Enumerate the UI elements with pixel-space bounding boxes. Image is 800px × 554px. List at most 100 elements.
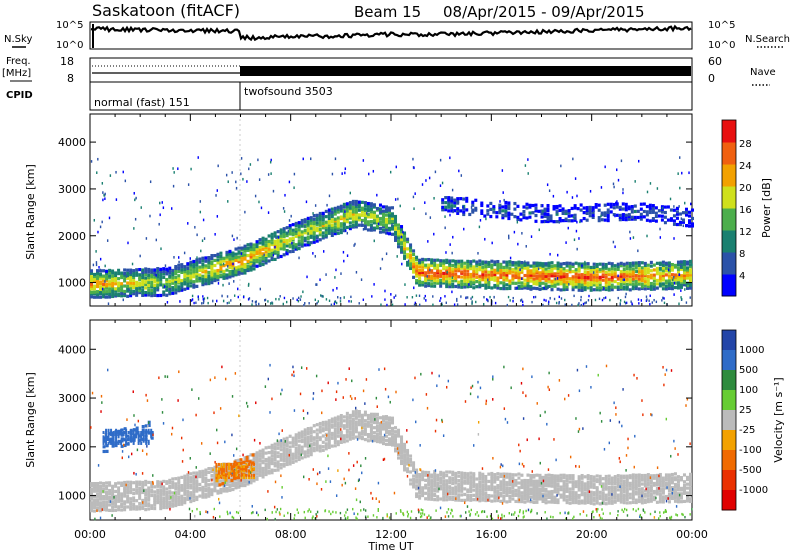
echo-cell xyxy=(330,229,334,233)
echo-cell xyxy=(472,274,476,278)
echo-cell xyxy=(333,416,337,420)
echo-cell xyxy=(634,286,638,291)
echo-cell xyxy=(413,166,415,170)
echo-cell xyxy=(586,265,590,269)
echo-cell xyxy=(552,207,556,211)
echo-cell xyxy=(397,229,401,233)
echo-cell xyxy=(522,205,526,209)
echo-cell xyxy=(466,272,470,277)
echo-cell xyxy=(457,285,461,289)
echo-cell xyxy=(648,203,652,207)
echo-cell xyxy=(231,272,235,276)
echo-cell xyxy=(162,272,166,276)
echo-cell xyxy=(192,275,196,279)
echo-cell xyxy=(571,277,575,281)
echo-cell xyxy=(309,221,313,225)
power-cbar-tick-12: 12 xyxy=(739,227,752,238)
echo-cell xyxy=(294,243,298,247)
echo-cell xyxy=(573,206,577,210)
power-ylabel: Slant Range [km] xyxy=(24,164,37,260)
echo-cell xyxy=(251,467,255,472)
echo-cell xyxy=(232,262,234,266)
echo-cell xyxy=(189,279,193,283)
echo-cell xyxy=(214,232,216,236)
echo-cell xyxy=(207,274,211,278)
echo-cell xyxy=(287,229,290,233)
echo-cell xyxy=(324,225,328,230)
echo-cell xyxy=(129,490,133,495)
echo-cell xyxy=(114,273,118,278)
echo-cell xyxy=(177,476,181,480)
echo-cell xyxy=(165,269,169,274)
echo-cell xyxy=(129,287,133,291)
echo-cell xyxy=(279,239,283,243)
echo-cell xyxy=(231,171,233,174)
echo-cell xyxy=(655,473,659,478)
echo-cell xyxy=(150,285,154,289)
echo-cell xyxy=(198,494,202,498)
echo-cell xyxy=(391,219,395,223)
echo-cell xyxy=(90,490,94,494)
echo-cell xyxy=(138,278,142,282)
echo-cell xyxy=(624,208,628,212)
echo-cell xyxy=(360,223,364,227)
echo-cell xyxy=(427,276,431,280)
echo-cell xyxy=(156,278,160,282)
echo-cell xyxy=(616,477,620,481)
echo-cell xyxy=(574,500,578,505)
echo-cell xyxy=(261,262,265,267)
echo-cell xyxy=(243,249,247,253)
echo-cell xyxy=(156,293,160,298)
echo-cell xyxy=(436,275,440,280)
echo-cell xyxy=(469,489,473,494)
echo-cell xyxy=(481,269,485,274)
echo-cell xyxy=(484,491,488,495)
echo-cell xyxy=(470,206,473,209)
echo-cell xyxy=(664,481,668,485)
echo-cell xyxy=(90,501,94,505)
echo-cell xyxy=(526,496,530,501)
echo-cell xyxy=(207,279,211,283)
echo-cell xyxy=(221,482,225,486)
echo-cell xyxy=(649,284,653,289)
echo-cell xyxy=(603,203,607,207)
echo-cell xyxy=(421,475,425,479)
echo-cell xyxy=(625,270,629,274)
echo-cell xyxy=(279,242,283,246)
echo-cell xyxy=(189,284,193,288)
echo-cell xyxy=(592,268,596,272)
echo-cell xyxy=(543,298,545,302)
echo-cell xyxy=(114,502,118,506)
echo-cell xyxy=(520,497,524,501)
echo-cell xyxy=(648,210,652,215)
echo-cell xyxy=(499,286,503,291)
echo-cell xyxy=(412,267,416,271)
echo-cell xyxy=(667,283,671,287)
echo-cell xyxy=(550,274,554,278)
echo-cell xyxy=(445,492,449,496)
echo-cell xyxy=(634,279,638,284)
echo-cell xyxy=(616,267,620,272)
echo-cell xyxy=(123,488,127,492)
echo-cell xyxy=(216,252,220,256)
echo-cell xyxy=(219,273,223,277)
echo-cell xyxy=(559,275,563,279)
echo-cell xyxy=(105,286,109,290)
echo-cell xyxy=(499,273,503,277)
echo-cell xyxy=(553,487,557,491)
echo-cell xyxy=(472,482,476,487)
echo-cell xyxy=(421,472,425,476)
echo-cell xyxy=(240,259,244,263)
echo-cell xyxy=(583,265,587,269)
echo-cell xyxy=(511,268,515,272)
echo-cell xyxy=(258,459,262,463)
echo-cell xyxy=(451,290,453,294)
echo-cell xyxy=(454,259,458,263)
echo-cell xyxy=(457,482,461,486)
echo-cell xyxy=(111,292,115,296)
echo-cell xyxy=(633,215,637,220)
echo-cell xyxy=(433,232,435,236)
echo-cell xyxy=(189,478,193,482)
echo-cell xyxy=(270,158,272,162)
echo-cell xyxy=(278,298,280,301)
